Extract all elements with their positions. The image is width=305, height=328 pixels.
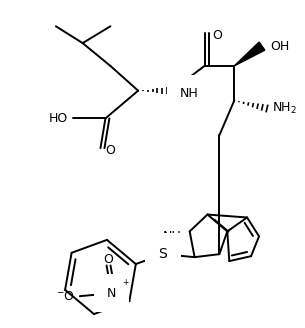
Text: N: N [107, 287, 116, 300]
Text: NH: NH [163, 230, 182, 243]
Text: O: O [104, 253, 113, 266]
Text: NH$_2$: NH$_2$ [272, 101, 297, 116]
Polygon shape [234, 42, 265, 66]
Text: HO: HO [48, 112, 68, 125]
Text: O: O [106, 144, 115, 157]
Text: O: O [213, 29, 222, 42]
Text: $^{-}$O: $^{-}$O [56, 290, 75, 303]
Text: OH: OH [270, 40, 289, 52]
Text: $^+$: $^+$ [121, 278, 131, 288]
Text: NH: NH [180, 87, 199, 100]
Text: S: S [159, 247, 167, 261]
